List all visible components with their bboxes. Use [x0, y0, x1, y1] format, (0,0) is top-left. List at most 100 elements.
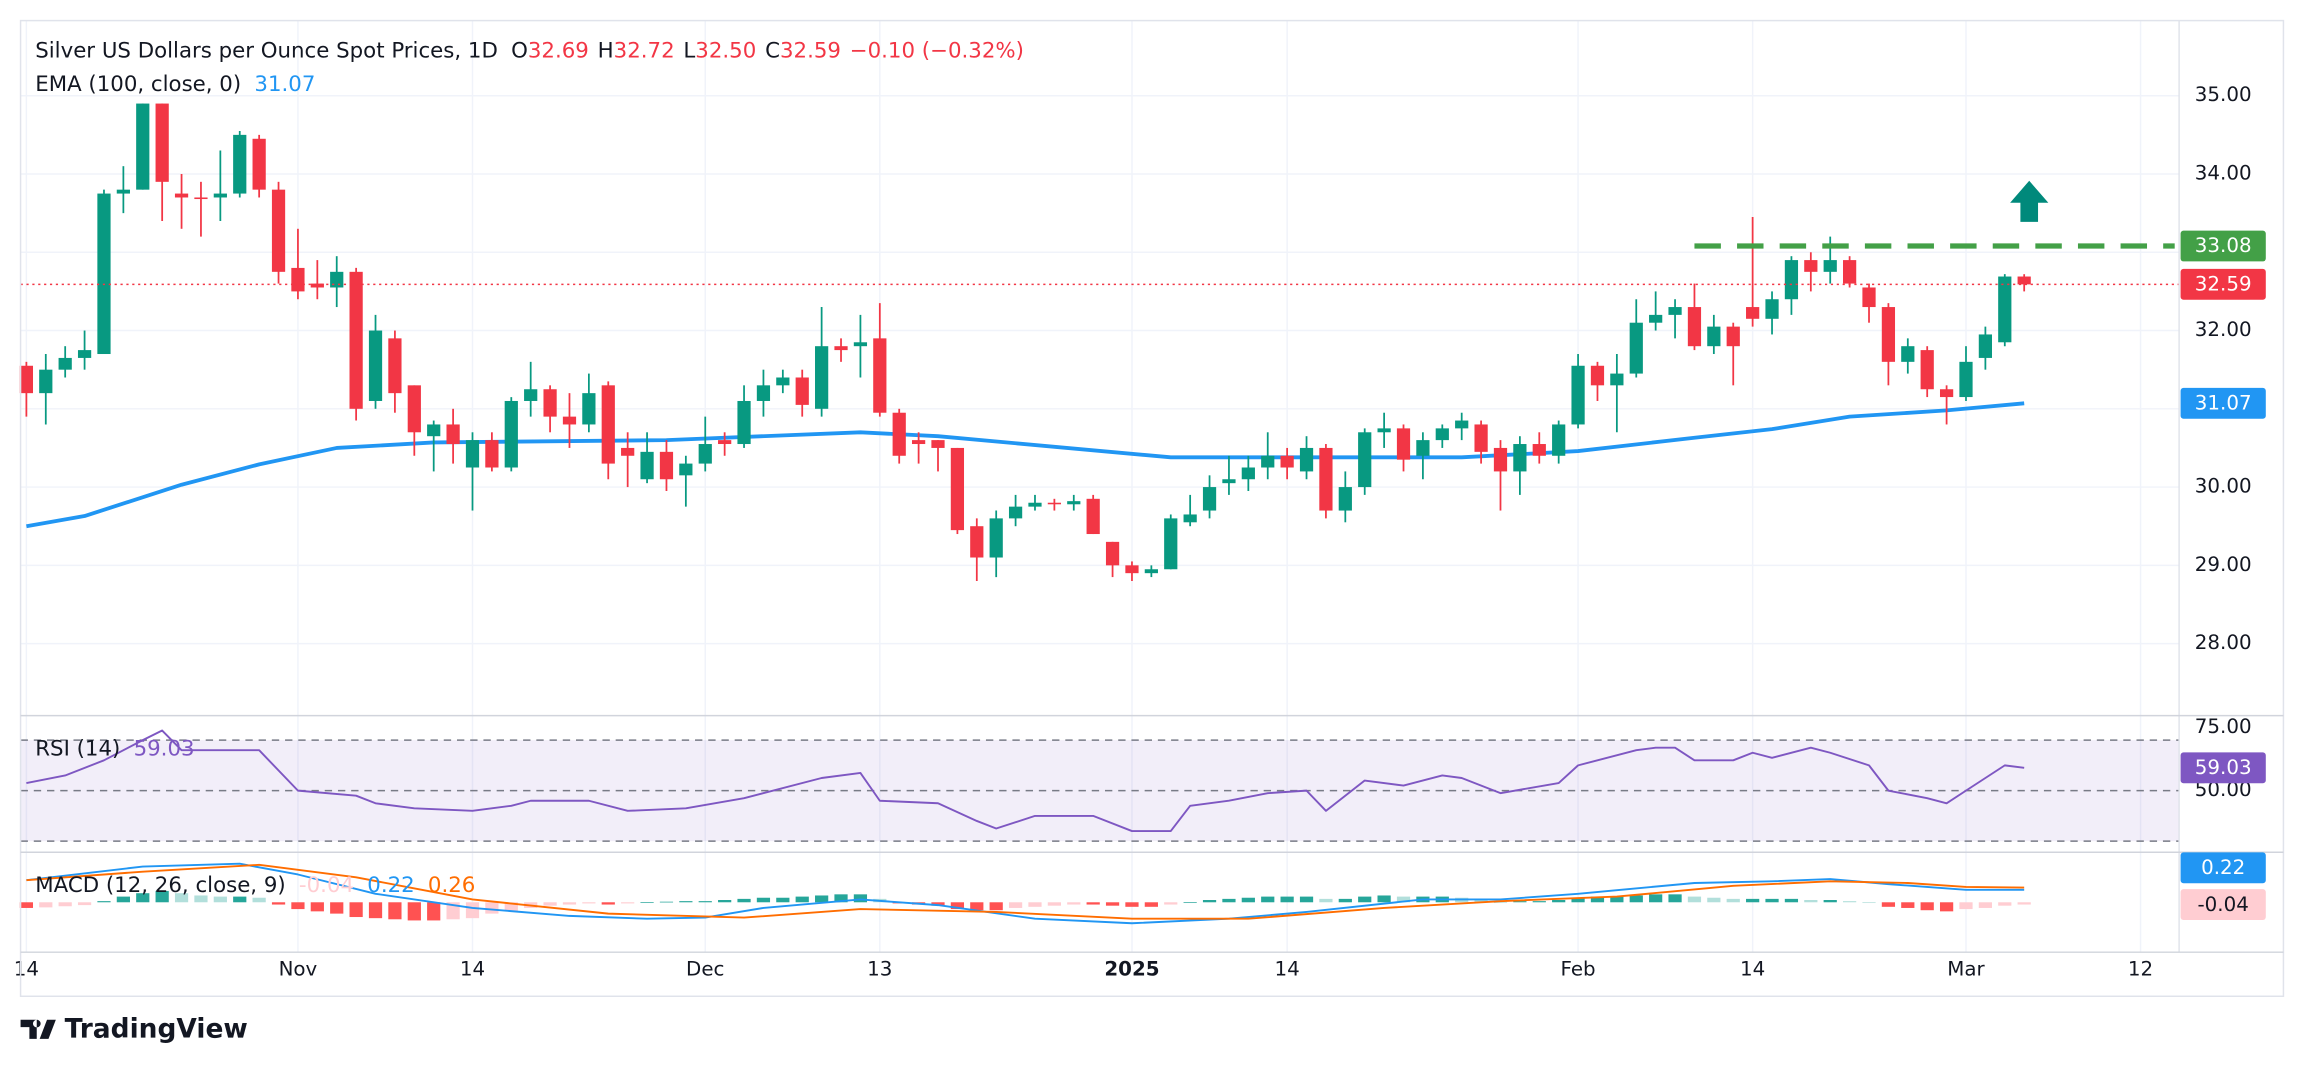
macd-histogram-bar — [1687, 896, 1702, 903]
logo-mark — [20, 1019, 56, 1039]
macd-histogram-bar — [1901, 902, 1915, 908]
macd-histogram-bar — [1668, 894, 1682, 903]
candle-body — [1784, 260, 1799, 300]
macd-label: 0.22 — [2201, 856, 2245, 879]
macd-histogram-bar — [349, 902, 363, 918]
macd-histogram-bar — [58, 902, 72, 907]
macd-histogram-bar — [1939, 902, 1954, 912]
candle-body — [543, 389, 557, 417]
low-value: 32.50 — [695, 38, 756, 63]
macd-histogram-bar — [640, 902, 654, 904]
macd-histogram-bar — [116, 896, 130, 903]
candle-body — [213, 193, 227, 198]
candle-body — [349, 271, 363, 409]
macd-histogram-bar — [1571, 897, 1585, 903]
candle-body — [562, 416, 577, 425]
macd-histogram-bar — [1610, 896, 1624, 903]
candle-body — [698, 444, 712, 464]
macd-histogram-bar — [1299, 896, 1314, 903]
resistance-box — [2180, 230, 2266, 262]
macd-histogram-bar — [1629, 895, 1643, 903]
macd-histogram-bar — [950, 902, 965, 910]
candle-body — [271, 189, 286, 272]
ema-legend: EMA (100, close, 0) 31.07 — [35, 72, 315, 97]
macd-histogram-bar — [1726, 898, 1740, 903]
x-tick-label: 12 — [2128, 957, 2153, 980]
macd-histogram-bar — [659, 901, 674, 903]
ema-label: 31.07 — [2195, 392, 2252, 415]
candle-body — [776, 377, 790, 386]
candle-body — [97, 193, 111, 355]
candle-body — [1726, 326, 1740, 347]
candle-body — [39, 369, 53, 394]
candle-body — [679, 463, 693, 476]
macd-histogram-bar — [853, 894, 868, 903]
candle-body — [1707, 326, 1721, 347]
ema-line — [26, 401, 2025, 529]
change: −0.10 (−0.32%) — [850, 38, 1024, 63]
rsi-box — [2180, 752, 2266, 784]
macd-histogram-bar — [1920, 902, 1934, 911]
y-tick-label: 34.00 — [2195, 162, 2252, 185]
candle-body — [815, 346, 829, 409]
resistance-label: 33.08 — [2195, 234, 2252, 257]
candle-body — [368, 330, 383, 401]
macd-histogram-bar — [756, 897, 771, 903]
y-tick-label: 28.00 — [2195, 631, 2252, 654]
macd-histogram-bar — [543, 902, 557, 906]
macd-histogram-bar — [2017, 902, 2031, 905]
candle-body — [1532, 444, 1546, 456]
macd-histogram-bar — [1377, 895, 1391, 903]
ema-name: EMA (100, close, 0) — [35, 72, 241, 97]
brand-logo: TradingView — [20, 1014, 248, 1045]
x-tick-label: 2025 — [1104, 957, 1159, 980]
macd-histogram-bar — [1125, 902, 1139, 907]
macd-histogram-bar — [1280, 896, 1294, 903]
x-tick-label: Dec — [686, 957, 724, 980]
y-tick-label: 30.00 — [2195, 475, 2252, 498]
x-tick-label: 14 — [14, 957, 39, 980]
candle-body — [1435, 428, 1449, 441]
macd-histogram-bar — [718, 900, 732, 903]
macd-name: MACD (12, 26, close, 9) — [35, 873, 285, 898]
macd-histogram-bar — [1862, 902, 1876, 904]
macd-legend: MACD (12, 26, close, 9) -0.04 0.22 0.26 — [35, 873, 475, 898]
macd-histogram-bar — [465, 902, 480, 919]
candle-body — [252, 138, 266, 190]
low-label: L — [683, 38, 695, 63]
candle-body — [1280, 455, 1294, 468]
candle-body — [1319, 447, 1333, 511]
candle-body — [1028, 502, 1042, 507]
candle-body — [58, 357, 72, 370]
candle-body — [1086, 498, 1100, 535]
macd-histogram-bar — [136, 893, 150, 903]
macd-histogram-bar — [407, 902, 421, 921]
macd-histogram-bar — [776, 897, 790, 903]
candle-body — [1202, 487, 1217, 511]
brand: TradingView — [65, 1014, 248, 1045]
x-tick-label: 13 — [867, 957, 892, 980]
candle-body — [174, 193, 189, 198]
macd-histogram-bar — [19, 902, 34, 908]
macd-histogram-bar — [1707, 897, 1721, 903]
candle-body — [407, 385, 421, 433]
candle-body — [989, 518, 1003, 558]
macd-histogram-bar — [698, 901, 712, 903]
price-boxes: 33.08 32.59 31.07 59.03 0.22 -0.04 — [2180, 230, 2266, 920]
macd-histogram-bar — [1028, 902, 1042, 907]
candle-body — [1843, 260, 1857, 284]
macd-line — [26, 862, 2025, 925]
candle-body — [737, 400, 751, 445]
candle-body — [1299, 447, 1314, 472]
macd-histogram-bar — [1047, 902, 1061, 906]
rsi-label: 59.03 — [2195, 756, 2252, 779]
macd-histogram-bar — [1590, 896, 1605, 903]
y-tick-label: 29.00 — [2195, 553, 2252, 576]
candle-body — [1920, 350, 1934, 390]
macd-histogram-bar — [1338, 898, 1352, 903]
macd-histogram-bar — [1241, 897, 1255, 903]
macd-histogram-bar — [1358, 896, 1372, 903]
signal-line — [26, 863, 2025, 920]
